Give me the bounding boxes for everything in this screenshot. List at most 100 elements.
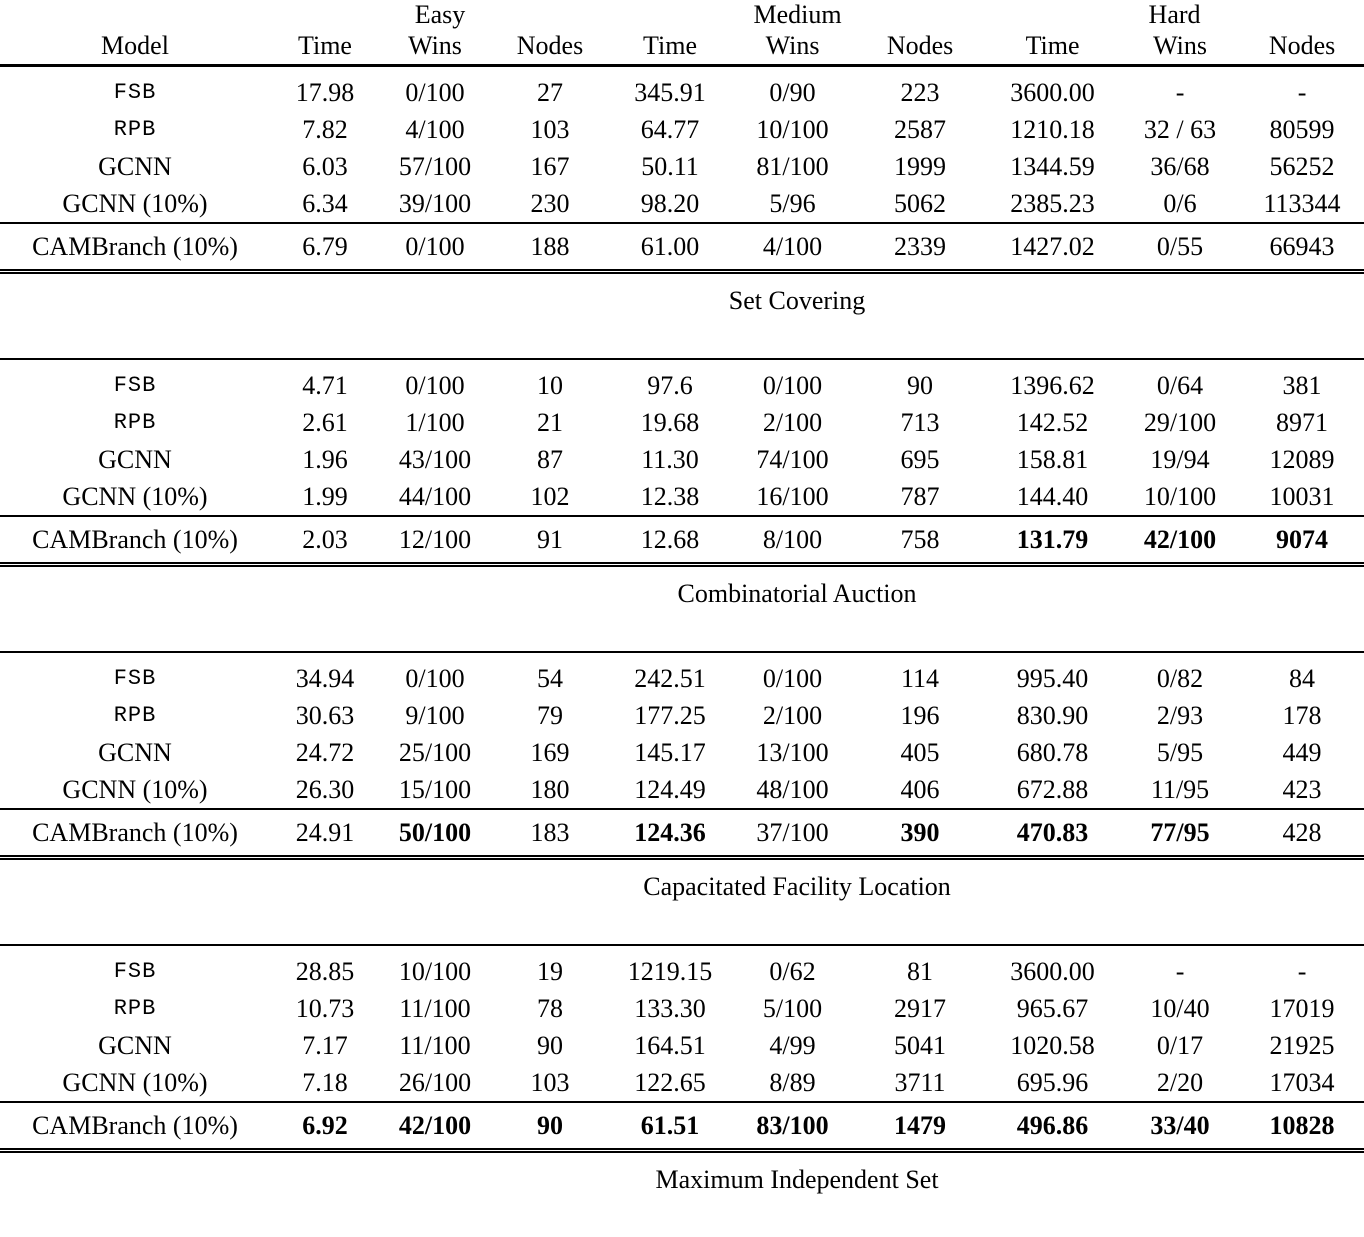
value-cell: 50.11 — [610, 148, 730, 185]
value-cell: 0/17 — [1120, 1027, 1240, 1064]
model-cell: CAMBranch (10%) — [0, 809, 270, 858]
model-cell: FSB — [0, 66, 270, 112]
group-header-row: Easy Medium Hard — [0, 0, 1364, 31]
value-cell: 124.36 — [610, 809, 730, 858]
value-cell: 19/94 — [1120, 441, 1240, 478]
value-cell: 83/100 — [730, 1102, 855, 1151]
value-cell: 12/100 — [380, 516, 490, 565]
value-cell: 2/20 — [1120, 1064, 1240, 1102]
model-cell: GCNN — [0, 148, 270, 185]
value-cell: 33/40 — [1120, 1102, 1240, 1151]
value-cell: 144.40 — [985, 478, 1120, 516]
section-label-row: Set Covering — [0, 272, 1364, 360]
value-cell: 406 — [855, 771, 985, 809]
value-cell: 0/100 — [380, 359, 490, 404]
value-cell: 169 — [490, 734, 610, 771]
value-cell: 5/96 — [730, 185, 855, 223]
value-cell: - — [1240, 945, 1364, 990]
group-header-medium: Medium — [610, 0, 985, 31]
value-cell: 2/100 — [730, 697, 855, 734]
value-cell: 26/100 — [380, 1064, 490, 1102]
value-cell: 6.03 — [270, 148, 380, 185]
value-cell: 10/40 — [1120, 990, 1240, 1027]
value-cell: 91 — [490, 516, 610, 565]
value-cell: 242.51 — [610, 652, 730, 697]
value-cell: 10/100 — [730, 111, 855, 148]
value-cell: 42/100 — [380, 1102, 490, 1151]
value-cell: 381 — [1240, 359, 1364, 404]
value-cell: 470.83 — [985, 809, 1120, 858]
value-cell: 423 — [1240, 771, 1364, 809]
value-cell: 0/55 — [1120, 223, 1240, 272]
value-cell: 32 / 63 — [1120, 111, 1240, 148]
value-cell: 0/100 — [380, 652, 490, 697]
model-cell: GCNN (10%) — [0, 1064, 270, 1102]
value-cell: 10 — [490, 359, 610, 404]
value-cell: 1210.18 — [985, 111, 1120, 148]
value-cell: 0/90 — [730, 66, 855, 112]
model-cell: RPB — [0, 990, 270, 1027]
column-header-nodes-hard: Nodes — [1240, 31, 1364, 66]
value-cell: 1427.02 — [985, 223, 1120, 272]
value-cell: 2.61 — [270, 404, 380, 441]
value-cell: 79 — [490, 697, 610, 734]
value-cell: 81 — [855, 945, 985, 990]
value-cell: 223 — [855, 66, 985, 112]
value-cell: 2339 — [855, 223, 985, 272]
value-cell: 103 — [490, 1064, 610, 1102]
value-cell: 2385.23 — [985, 185, 1120, 223]
value-cell: 114 — [855, 652, 985, 697]
value-cell: 50/100 — [380, 809, 490, 858]
value-cell: 124.49 — [610, 771, 730, 809]
value-cell: 5041 — [855, 1027, 985, 1064]
value-cell: 12.68 — [610, 516, 730, 565]
model-cell: CAMBranch (10%) — [0, 516, 270, 565]
column-header-model: Model — [0, 31, 270, 66]
value-cell: 10/100 — [1120, 478, 1240, 516]
value-cell: 103 — [490, 111, 610, 148]
value-cell: 6.34 — [270, 185, 380, 223]
value-cell: 11/100 — [380, 990, 490, 1027]
value-cell: 145.17 — [610, 734, 730, 771]
value-cell: 80599 — [1240, 111, 1364, 148]
value-cell: 695.96 — [985, 1064, 1120, 1102]
value-cell: 34.94 — [270, 652, 380, 697]
value-cell: 3711 — [855, 1064, 985, 1102]
value-cell: 36/68 — [1120, 148, 1240, 185]
value-cell: 178 — [1240, 697, 1364, 734]
value-cell: 90 — [490, 1027, 610, 1064]
value-cell: 1.99 — [270, 478, 380, 516]
column-header-time-medium: Time — [610, 31, 730, 66]
value-cell: 97.6 — [610, 359, 730, 404]
value-cell: 133.30 — [610, 990, 730, 1027]
value-cell: 142.52 — [985, 404, 1120, 441]
value-cell: 12.38 — [610, 478, 730, 516]
value-cell: 74/100 — [730, 441, 855, 478]
value-cell: 13/100 — [730, 734, 855, 771]
value-cell: 0/6 — [1120, 185, 1240, 223]
value-cell: 1/100 — [380, 404, 490, 441]
value-cell: - — [1120, 66, 1240, 112]
value-cell: 428 — [1240, 809, 1364, 858]
value-cell: 167 — [490, 148, 610, 185]
value-cell: 230 — [490, 185, 610, 223]
model-cell: GCNN (10%) — [0, 478, 270, 516]
section-label-row: Capacitated Facility Location — [0, 858, 1364, 946]
value-cell: 21925 — [1240, 1027, 1364, 1064]
value-cell: 10031 — [1240, 478, 1364, 516]
value-cell: 4/99 — [730, 1027, 855, 1064]
group-header-easy: Easy — [270, 0, 610, 31]
value-cell: 28.85 — [270, 945, 380, 990]
value-cell: 24.91 — [270, 809, 380, 858]
value-cell: 17019 — [1240, 990, 1364, 1027]
value-cell: 177.25 — [610, 697, 730, 734]
value-cell: 26.30 — [270, 771, 380, 809]
